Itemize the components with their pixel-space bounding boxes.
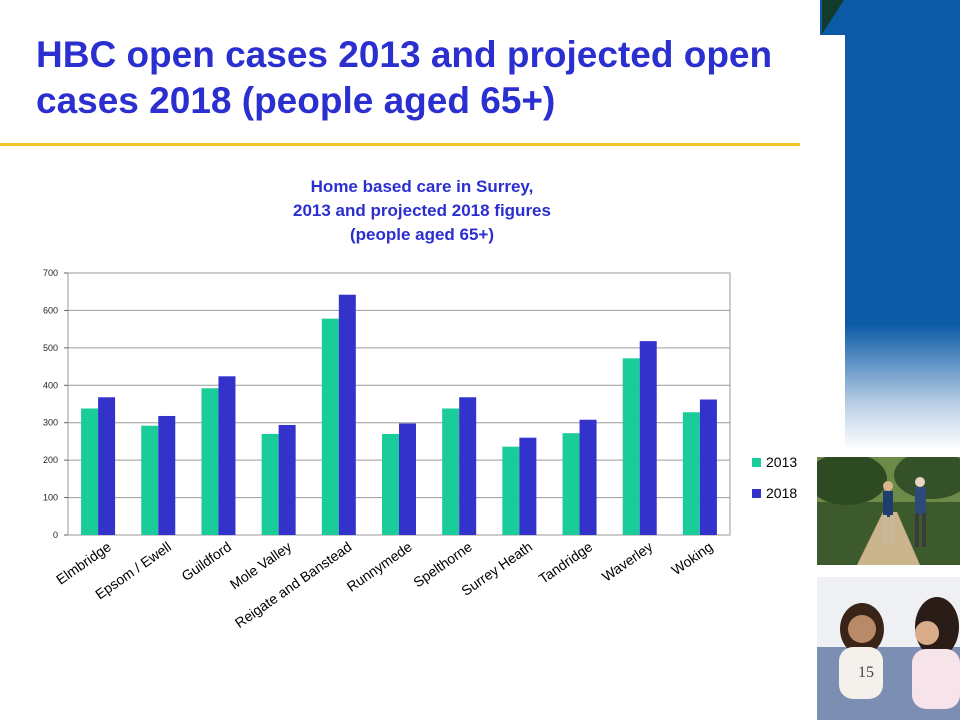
legend-swatch-2013 xyxy=(752,458,761,467)
bar-2013 xyxy=(201,388,219,535)
chart-legend: 2013 2018 xyxy=(752,454,797,501)
y-tick-label: 200 xyxy=(43,455,58,465)
chart-title-line: 2013 and projected 2018 figures xyxy=(293,201,551,220)
x-tick-label: Guildford xyxy=(178,538,234,584)
y-tick-label: 100 xyxy=(43,493,58,503)
x-tick-label: Tandridge xyxy=(536,538,596,586)
bar-2013 xyxy=(141,425,159,535)
chart-title: Home based care in Surrey, 2013 and proje… xyxy=(293,177,551,244)
bar-2013 xyxy=(502,446,520,535)
bar-2013 xyxy=(382,433,399,535)
couple-walking-photo xyxy=(817,457,960,565)
bar-2018 xyxy=(579,419,597,535)
y-tick-label: 400 xyxy=(43,380,58,390)
bar-2018 xyxy=(218,376,236,535)
bar-chart: Home based care in Surrey, 2013 and proje… xyxy=(43,177,797,631)
chart-title-line: (people aged 65+) xyxy=(350,225,494,244)
y-tick-label: 0 xyxy=(53,530,58,540)
y-axis-ticks: 0 100 200 300 400 500 600 700 xyxy=(43,268,58,540)
bar-2013 xyxy=(682,412,700,535)
bar-2018 xyxy=(519,437,537,535)
chart-title-line: Home based care in Surrey, xyxy=(311,177,534,196)
bar-2018 xyxy=(98,397,116,535)
page-number: 15 xyxy=(858,664,874,681)
side-panel xyxy=(845,0,960,450)
bar-2018 xyxy=(399,423,416,535)
x-tick-label: Runnymede xyxy=(344,538,415,595)
bar-2018 xyxy=(699,399,717,535)
bar-2013 xyxy=(261,433,279,535)
bar-2013 xyxy=(81,408,99,535)
women-talking-photo xyxy=(817,577,960,720)
chart-bars xyxy=(81,294,717,535)
triangle-icon xyxy=(822,0,844,34)
bar-2018 xyxy=(459,397,477,535)
bar-2018 xyxy=(639,341,657,535)
slide-title: HBC open cases 2013 and projected open c… xyxy=(36,34,773,121)
x-tick-label: Waverley xyxy=(599,538,656,584)
legend-label: 2013 xyxy=(766,454,797,470)
legend-swatch-2018 xyxy=(752,489,761,498)
y-tick-label: 700 xyxy=(43,268,58,278)
bar-2018 xyxy=(158,415,176,535)
chart-grid xyxy=(64,272,731,536)
x-tick-label: Woking xyxy=(668,538,715,578)
bar-2013 xyxy=(622,358,640,535)
bar-2013 xyxy=(562,433,580,535)
y-tick-label: 500 xyxy=(43,343,58,353)
bar-2018 xyxy=(278,424,296,535)
y-tick-label: 300 xyxy=(43,418,58,428)
bar-2013 xyxy=(321,318,339,535)
y-tick-label: 600 xyxy=(43,305,58,315)
bar-2013 xyxy=(442,408,460,535)
title-divider xyxy=(0,143,800,146)
bar-2018 xyxy=(338,294,356,535)
legend-label: 2018 xyxy=(766,485,797,501)
